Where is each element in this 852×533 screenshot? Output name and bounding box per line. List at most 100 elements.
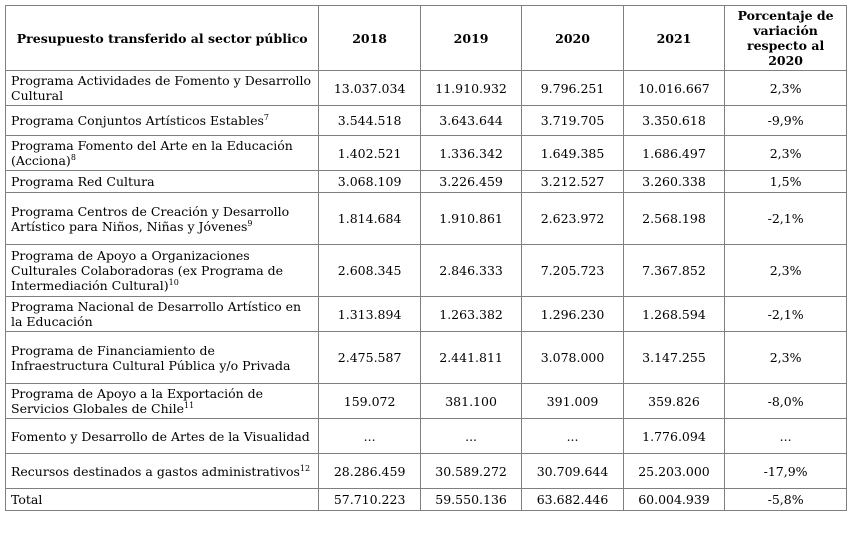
value-variation: ...	[724, 418, 847, 454]
table-row: Programa Centros de Creación y Desarroll…	[4, 192, 847, 245]
table-row: Fomento y Desarrollo de Artes de la Visu…	[4, 418, 847, 454]
value-2020: 3.212.527	[521, 170, 624, 193]
program-name: Programa Conjuntos Artísticos Estables	[11, 113, 264, 128]
value-2019: 1.336.342	[419, 135, 523, 171]
value-2021: 3.350.618	[622, 105, 726, 136]
program-name-cell: Programa de Apoyo a Organizaciones Cultu…	[4, 244, 320, 297]
program-name-cell: Fomento y Desarrollo de Artes de la Visu…	[4, 418, 320, 454]
value-variation: 2,3%	[724, 244, 847, 297]
value-2018: 159.072	[318, 383, 421, 419]
value-2018: 28.286.459	[318, 453, 421, 489]
value-2019: 2.441.811	[419, 331, 523, 384]
value-2020: 3.078.000	[521, 331, 624, 384]
program-name: Fomento y Desarrollo de Artes de la Visu…	[11, 428, 310, 444]
value-2021: 1.686.497	[622, 135, 726, 171]
value-2020: 30.709.644	[521, 453, 624, 489]
value-2018: 2.608.345	[318, 244, 421, 297]
value-variation: -8,0%	[724, 383, 847, 419]
table-row: Programa Actividades de Fomento y Desarr…	[4, 70, 847, 106]
table-header-row: Presupuesto transferido al sector públic…	[4, 5, 847, 71]
footnote-ref: 10	[168, 277, 179, 287]
value-2018: 57.710.223	[318, 488, 421, 511]
value-2020: 9.796.251	[521, 70, 624, 106]
table-row: Programa de Apoyo a la Exportación de Se…	[4, 383, 847, 419]
program-name: Programa Centros de Creación y Desarroll…	[11, 203, 290, 234]
value-2021: 2.568.198	[622, 192, 726, 245]
program-name: Programa Red Cultura	[11, 174, 155, 189]
footnote-ref: 7	[263, 112, 269, 122]
program-name-cell: Total	[4, 488, 320, 511]
value-2021: 359.826	[622, 383, 726, 419]
value-2021: 25.203.000	[622, 453, 726, 489]
header-variation: Porcentaje de variación respecto al 2020	[724, 5, 847, 71]
program-name: Programa de Apoyo a Organizaciones Cultu…	[11, 248, 284, 293]
value-2019: 59.550.136	[419, 488, 523, 511]
program-name-cell: Programa Red Cultura	[4, 170, 320, 193]
program-name: Programa Actividades de Fomento y Desarr…	[11, 73, 311, 103]
table-row: Total 57.710.223 59.550.136 63.682.446 60.00…	[4, 488, 847, 511]
value-2020: ...	[521, 418, 624, 454]
program-name-cell: Programa Fomento del Arte en la Educació…	[4, 135, 320, 171]
value-variation: -2,1%	[724, 192, 847, 245]
value-2019: 1.263.382	[419, 296, 523, 332]
value-2019: 30.589.272	[419, 453, 523, 489]
value-2020: 1.296.230	[521, 296, 624, 332]
value-2019: 2.846.333	[419, 244, 523, 297]
program-name-cell: Programa Actividades de Fomento y Desarr…	[4, 70, 320, 106]
value-variation: -5,8%	[724, 488, 847, 511]
value-variation: -17,9%	[724, 453, 847, 489]
value-2019: ...	[419, 418, 523, 454]
header-2021: 2021	[622, 5, 726, 71]
value-2020: 7.205.723	[521, 244, 624, 297]
value-2019: 11.910.932	[419, 70, 523, 106]
value-2020: 3.719.705	[521, 105, 624, 136]
table-body: Programa Actividades de Fomento y Desarr…	[4, 70, 847, 511]
program-name: Programa Nacional de Desarrollo Artístic…	[11, 299, 302, 329]
program-name: Programa de Apoyo a la Exportación de Se…	[11, 386, 264, 416]
value-2018: 2.475.587	[318, 331, 421, 384]
program-name-cell: Recursos destinados a gastos administrat…	[4, 453, 320, 489]
value-2019: 1.910.861	[419, 192, 523, 245]
value-2021: 60.004.939	[622, 488, 726, 511]
program-name-cell: Programa Conjuntos Artísticos Estables7	[4, 105, 320, 136]
table-row: Recursos destinados a gastos administrat…	[4, 453, 847, 489]
program-name: Recursos destinados a gastos administrat…	[11, 463, 300, 479]
value-2021: 1.268.594	[622, 296, 726, 332]
value-2021: 3.147.255	[622, 331, 726, 384]
program-name: Total	[11, 492, 43, 507]
table-row: Programa de Apoyo a Organizaciones Cultu…	[4, 244, 847, 297]
value-2018: ...	[318, 418, 421, 454]
table-row: Programa Nacional de Desarrollo Artístic…	[4, 296, 847, 332]
program-name-cell: Programa de Apoyo a la Exportación de Se…	[4, 383, 320, 419]
header-2018: 2018	[318, 5, 421, 71]
value-2020: 2.623.972	[521, 192, 624, 245]
footnote-ref: 12	[299, 463, 311, 473]
value-2018: 3.544.518	[318, 105, 421, 136]
program-name-cell: Programa Centros de Creación y Desarroll…	[4, 192, 320, 245]
value-2020: 391.009	[521, 383, 624, 419]
program-name-cell: Programa de Financiamiento de Infraestru…	[4, 331, 320, 384]
header-2020: 2020	[521, 5, 624, 71]
program-name: Programa de Financiamiento de Infraestru…	[11, 342, 291, 373]
header-2019: 2019	[419, 5, 523, 71]
value-2020: 1.649.385	[521, 135, 624, 171]
value-variation: -9,9%	[724, 105, 847, 136]
value-variation: 2,3%	[724, 70, 847, 106]
value-2018: 1.402.521	[318, 135, 421, 171]
value-variation: 2,3%	[724, 135, 847, 171]
value-variation: 1,5%	[724, 170, 847, 193]
value-2018: 1.313.894	[318, 296, 421, 332]
value-2018: 3.068.109	[318, 170, 421, 193]
value-2018: 1.814.684	[318, 192, 421, 245]
budget-table: Presupuesto transferido al sector públic…	[4, 5, 847, 511]
footnote-ref: 9	[247, 218, 253, 228]
table-row: Programa Conjuntos Artísticos Estables7 3…	[4, 105, 847, 136]
value-2018: 13.037.034	[318, 70, 421, 106]
value-2021: 7.367.852	[622, 244, 726, 297]
value-2019: 381.100	[419, 383, 523, 419]
value-variation: -2,1%	[724, 296, 847, 332]
value-2021: 1.776.094	[622, 418, 726, 454]
table-row: Programa Red Cultura 3.068.109 3.226.459 3.…	[4, 170, 847, 193]
value-2019: 3.226.459	[419, 170, 523, 193]
program-name-cell: Programa Nacional de Desarrollo Artístic…	[4, 296, 320, 332]
